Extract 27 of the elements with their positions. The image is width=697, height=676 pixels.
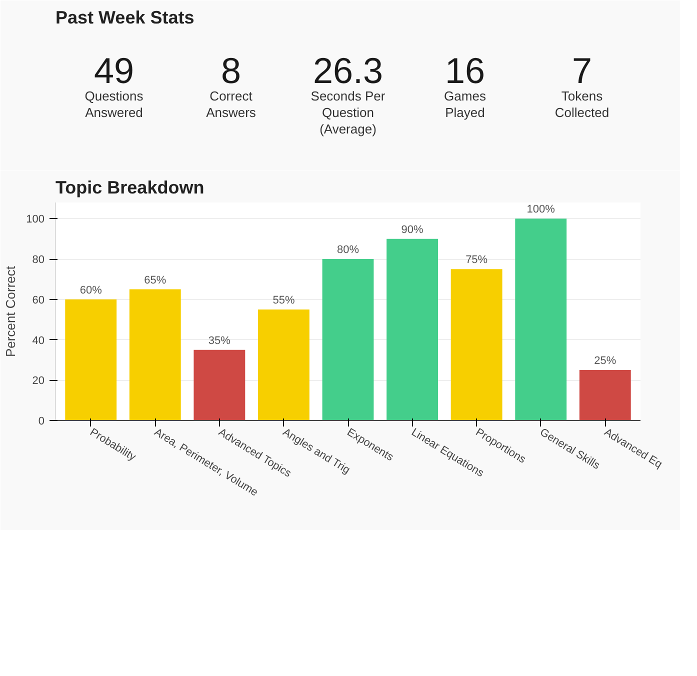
bar — [129, 289, 181, 420]
data-label: 35% — [208, 334, 231, 347]
y-tick-label: 0 — [38, 416, 45, 428]
bar — [386, 238, 438, 420]
text: Past Week Stats — [56, 8, 194, 28]
data-label: 65% — [144, 274, 166, 286]
data-label: 25% — [594, 355, 616, 368]
y-tick-label: 40 — [32, 334, 45, 347]
data-label: 90% — [401, 224, 424, 236]
y-tick-label: 80 — [32, 254, 45, 266]
chart-title: Topic Breakdown — [56, 178, 204, 198]
data-label: 60% — [80, 284, 102, 296]
bar — [194, 350, 246, 420]
data-label: 80% — [336, 244, 360, 256]
bar — [322, 259, 374, 420]
bar — [258, 309, 310, 420]
data-label: 100% — [526, 204, 556, 216]
data-label: 75% — [466, 254, 488, 266]
y-tick-label: 60 — [32, 294, 45, 306]
y-tick-label: 20 — [32, 375, 45, 388]
bar — [579, 370, 631, 420]
y-axis-title: Percent Correct — [3, 266, 18, 358]
bar — [515, 218, 567, 420]
data-label: 55% — [272, 294, 295, 306]
bar — [65, 299, 117, 420]
y-tick-label: 100 — [26, 214, 45, 226]
bar — [450, 269, 502, 420]
